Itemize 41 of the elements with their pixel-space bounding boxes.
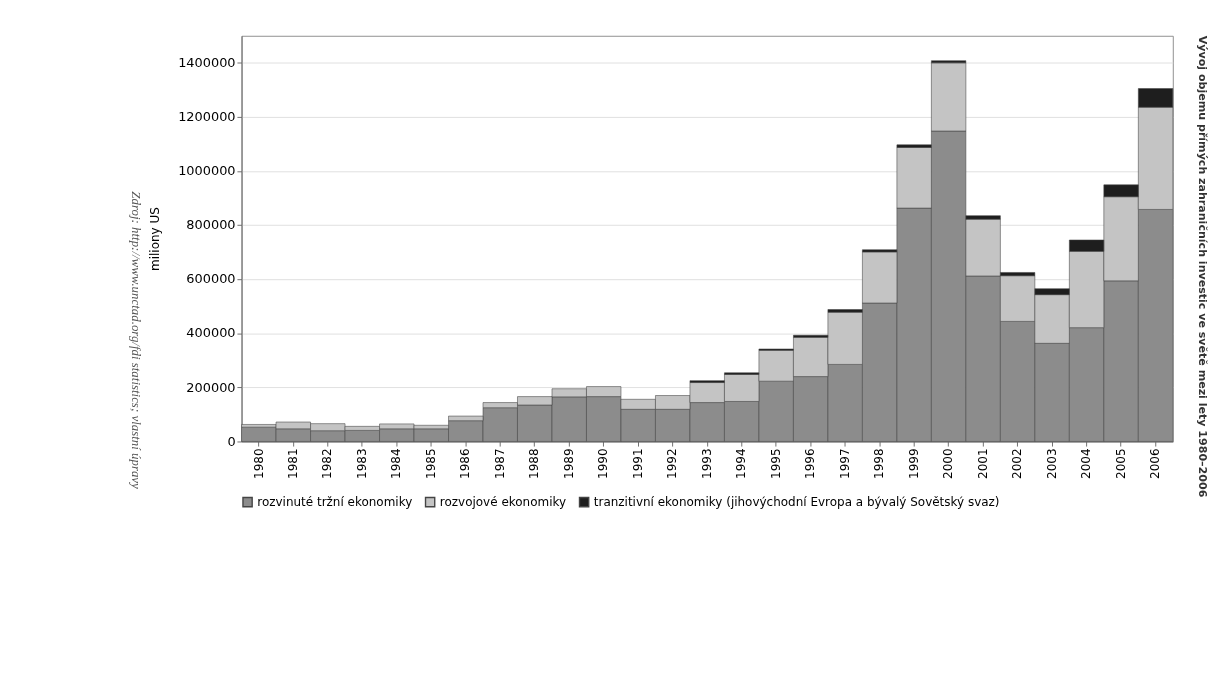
y-tick-label: 400000	[186, 325, 236, 341]
x-tick-label: 1995	[768, 448, 783, 479]
text: Zdroj: http://www.unctad.org/fdi statistics; vlastní úpravy	[128, 191, 143, 490]
legend-label: rozvojové ekonomiky	[439, 494, 567, 509]
x-tick-label: 1992	[665, 448, 680, 479]
x-tick-label: 1996	[803, 448, 818, 479]
x-tick-label: 2006	[1148, 448, 1163, 479]
y-tick-label: 1000000	[178, 163, 236, 179]
x-tick-label: 1985	[423, 448, 438, 479]
x-tick-label: 2004	[1079, 448, 1094, 479]
y-tick-label: 1400000	[178, 55, 236, 70]
x-tick-label: 1986	[458, 448, 473, 479]
x-tick-label: 1991	[630, 448, 645, 479]
y-tick-label: 1200000	[178, 109, 236, 125]
x-tick-label: 1987	[492, 448, 507, 479]
y-tick-label: 800000	[186, 217, 236, 233]
x-tick-label: 1982	[320, 448, 335, 479]
y-tick-label: 200000	[186, 379, 236, 395]
y-tick-label: 0	[227, 433, 236, 449]
x-tick-label: 2002	[1010, 448, 1025, 479]
x-tick-label: 2005	[1113, 448, 1128, 479]
y-axis-title: miliony US	[147, 207, 162, 272]
x-tick-label: 1989	[561, 448, 576, 479]
x-tick-label: 1999	[906, 448, 921, 479]
legend-label: tranzitivní ekonomiky (jihovýchodní Evropa a bývalý Sovětský svaz)	[593, 494, 1000, 509]
x-tick-label: 1993	[699, 448, 714, 479]
x-tick-label: 1980	[251, 448, 266, 479]
x-tick-label: 1990	[596, 448, 611, 479]
x-tick-label: 1983	[354, 448, 369, 479]
x-tick-label: 2000	[941, 448, 956, 479]
x-tick-label: 1994	[734, 448, 749, 479]
x-tick-label: 1981	[286, 448, 300, 479]
text: Vývoj objemu přímých zahraničních investic ve světě mezi lety 1980–2006	[1195, 35, 1209, 498]
y-tick-label: 600000	[186, 271, 236, 287]
legend-label: rozvinuté tržní ekonomiky	[257, 494, 413, 509]
x-tick-label: 2003	[1044, 448, 1059, 479]
x-tick-label: 1997	[837, 448, 852, 479]
x-tick-label: 1984	[389, 448, 404, 479]
x-tick-label: 1998	[872, 448, 887, 479]
x-tick-label: 1988	[527, 448, 542, 479]
x-tick-label: 2001	[975, 448, 990, 479]
